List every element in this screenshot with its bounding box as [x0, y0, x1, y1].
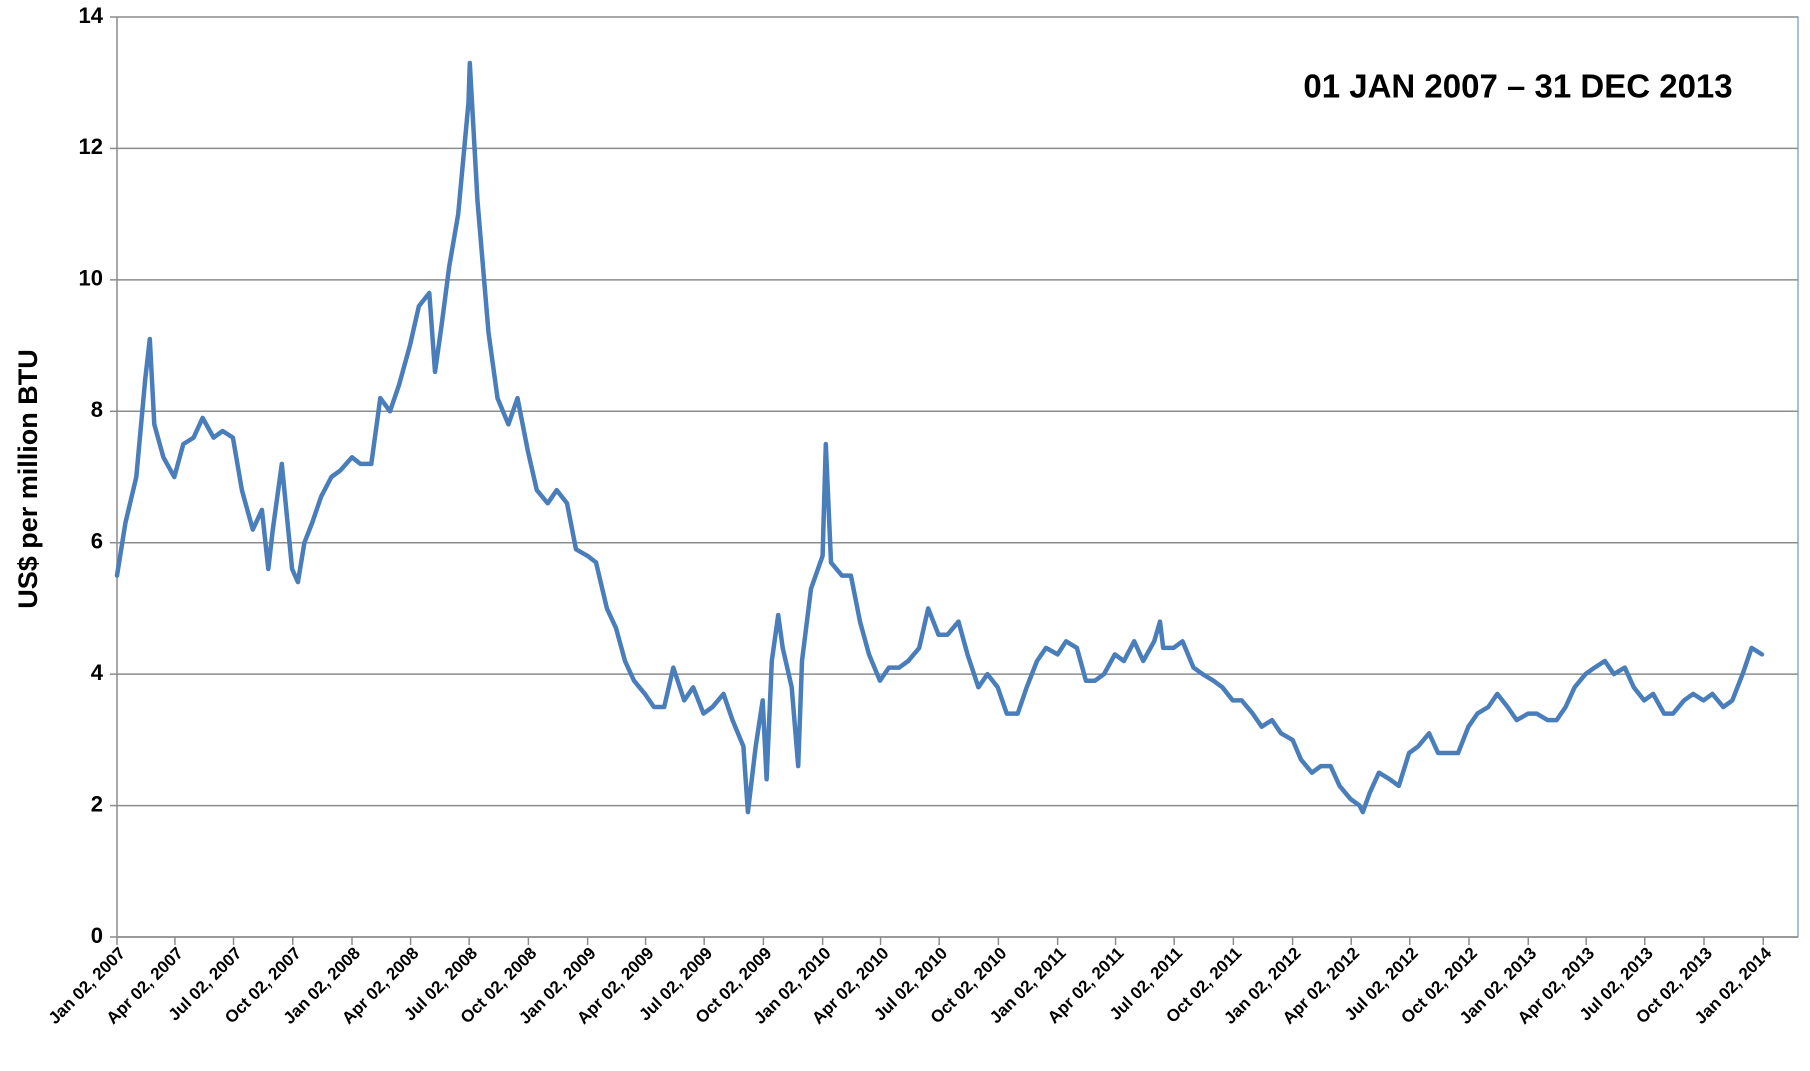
y-axis-label: US$ per million BTU	[13, 349, 43, 609]
y-tick-label: 2	[91, 791, 103, 816]
price-line	[114, 60, 1765, 815]
y-tick-label: 10	[79, 266, 103, 291]
y-tick-label: 14	[79, 3, 104, 28]
y-tick-label: 8	[91, 397, 103, 422]
annotation: 01 JAN 2007 – 31 DEC 2013	[1303, 68, 1732, 105]
y-tick-label: 6	[91, 529, 103, 554]
plot-area	[116, 16, 1799, 938]
y-tick-label: 12	[79, 134, 103, 159]
y-tick-label: 4	[91, 660, 104, 685]
y-tick-label: 0	[91, 923, 103, 948]
